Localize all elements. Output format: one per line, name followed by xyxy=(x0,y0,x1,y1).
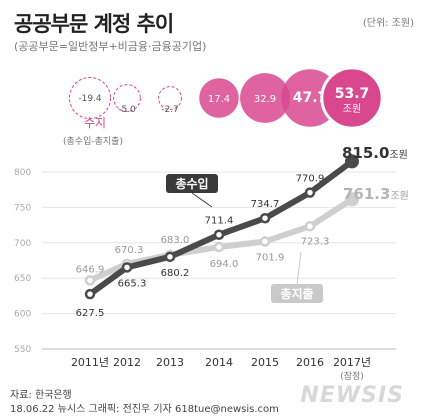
chart-title: 공공부문 계정 추이 xyxy=(14,12,174,36)
revenue-data-label: 665.3 xyxy=(118,278,147,289)
expenditure-series-badge-label: 총지출 xyxy=(280,286,313,301)
revenue-point xyxy=(84,288,96,300)
source-note: 자료: 한국은행 xyxy=(10,390,72,401)
chart-subtitle: (공공부문=일반정부+비금융·금융공기업) xyxy=(14,40,207,53)
x-tick-label: 2017년 xyxy=(333,356,371,369)
expenditure-data-label: 694.0 xyxy=(210,259,239,270)
y-tick-label: 650 xyxy=(14,274,31,284)
x-tick-label: 2011년 xyxy=(71,356,109,369)
expenditure-data-label: 646.9 xyxy=(76,264,105,275)
balance-bubble-negative xyxy=(68,76,112,120)
badge-pointer xyxy=(191,192,213,208)
badge-pointer xyxy=(296,251,302,285)
expenditure-last-label: 761.3조원 xyxy=(343,185,409,203)
unit-label: 조원 xyxy=(389,149,407,161)
unit-label: 조원 xyxy=(343,103,361,115)
y-tick-label: 750 xyxy=(14,203,31,213)
expenditure-data-label: 683.0 xyxy=(161,235,190,246)
revenue-point xyxy=(121,262,133,273)
balance-bubble-negative xyxy=(113,84,141,112)
x-tick-note: (잠정) xyxy=(340,371,364,382)
balance-bubble-negative xyxy=(158,86,182,110)
y-tick-label: 550 xyxy=(14,345,31,355)
y-tick-label: 800 xyxy=(14,168,31,178)
balance-sublabel: (총수입-총지출) xyxy=(63,135,123,147)
y-tick-label: 700 xyxy=(14,239,31,249)
balance-value-label: 47.7 xyxy=(293,90,328,106)
expenditure-point xyxy=(84,275,96,286)
revenue-data-label: 680.2 xyxy=(161,268,190,279)
expenditure-point xyxy=(304,221,316,232)
x-tick-label: 2014 xyxy=(205,356,233,369)
x-tick-label: 2016 xyxy=(296,356,324,369)
revenue-series-badge xyxy=(166,174,218,193)
expenditure-point xyxy=(345,192,359,207)
x-tick-label: 2012 xyxy=(113,356,141,369)
balance-label: 수지 xyxy=(84,116,106,130)
revenue-point xyxy=(259,212,271,224)
balance-bubble-positive xyxy=(240,73,290,123)
revenue-point xyxy=(304,187,316,198)
revenue-data-label: 734.7 xyxy=(251,199,280,210)
balance-bubble-positive xyxy=(320,66,384,130)
revenue-data-label: 627.5 xyxy=(76,308,105,319)
balance-value-label: 32.9 xyxy=(254,94,276,105)
newsis-logo: NEWSIS xyxy=(300,383,404,408)
expenditure-data-label: 723.3 xyxy=(301,236,330,247)
balance-bubble-positive xyxy=(199,78,239,118)
revenue-point xyxy=(164,251,176,263)
expenditure-point xyxy=(213,241,225,253)
unit-label: 조원 xyxy=(390,190,408,202)
expenditure-point xyxy=(259,236,271,247)
y-tick-label: 600 xyxy=(14,310,31,320)
expenditure-data-label: 670.3 xyxy=(115,245,144,256)
balance-value-label: -2.7 xyxy=(161,105,179,115)
expenditure-data-label: 701.9 xyxy=(256,252,285,263)
balance-value-label: -5.0 xyxy=(118,105,136,115)
revenue-data-label: 770.9 xyxy=(296,174,325,185)
credit-note: 18.06.22 뉴시스 그래픽: 전진우 기자 618tue@newsis.c… xyxy=(10,404,279,415)
revenue-last-label: 815.0조원 xyxy=(342,144,408,162)
unit-label: (단위: 조원) xyxy=(362,18,414,29)
balance-value-label: 17.4 xyxy=(208,94,230,105)
revenue-series-badge-label: 총수입 xyxy=(175,176,208,191)
x-tick-label: 2013 xyxy=(156,356,184,369)
revenue-point xyxy=(345,154,359,169)
balance-value-label: -19.4 xyxy=(78,94,102,104)
revenue-point xyxy=(213,229,225,240)
balance-value-label: 53.7 xyxy=(335,86,370,102)
expenditure-series-badge xyxy=(271,284,323,303)
revenue-data-label: 711.4 xyxy=(205,216,234,227)
x-tick-label: 2015 xyxy=(251,356,279,369)
